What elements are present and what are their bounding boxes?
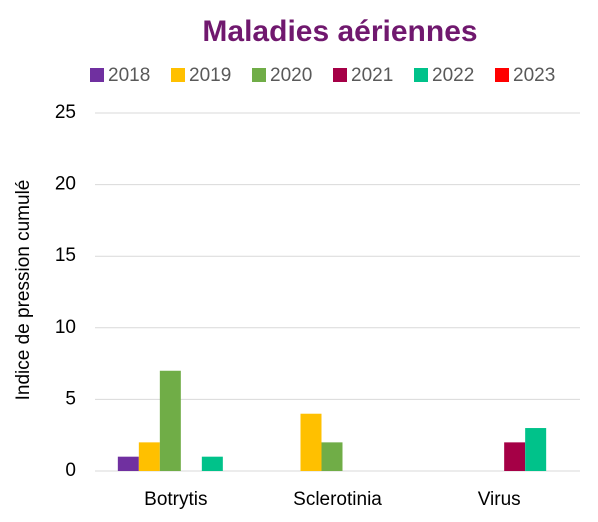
legend-swatch [333, 68, 347, 82]
chart-title: Maladies aériennes [202, 15, 477, 48]
x-tick-label: Sclerotinia [293, 489, 382, 510]
bar [159, 370, 181, 471]
legend-label: 2020 [270, 65, 312, 86]
bar [117, 456, 139, 471]
legend-swatch [414, 68, 428, 82]
x-tick-label: Botrytis [144, 489, 207, 510]
bar [201, 456, 223, 471]
x-tick-label: Virus [478, 489, 521, 510]
legend-label: 2019 [189, 65, 231, 86]
legend-swatch [90, 68, 104, 82]
bar [321, 442, 343, 471]
y-tick-label: 10 [55, 317, 76, 338]
legend-swatch [495, 68, 509, 82]
legend-label: 2023 [513, 65, 555, 86]
bar [504, 442, 526, 471]
legend-swatch [171, 68, 185, 82]
legend-label: 2022 [432, 65, 474, 86]
y-axis-label: Indice de pression cumulé [13, 180, 34, 401]
y-tick-label: 20 [55, 174, 76, 195]
bar [300, 413, 322, 471]
y-tick-label: 25 [55, 102, 76, 123]
legend-label: 2018 [108, 65, 150, 86]
y-tick-label: 15 [55, 245, 76, 266]
bar [138, 442, 160, 471]
y-tick-label: 0 [65, 460, 76, 481]
y-tick-label: 5 [65, 388, 76, 409]
legend-swatch [252, 68, 266, 82]
legend-label: 2021 [351, 65, 393, 86]
bar [525, 428, 547, 471]
